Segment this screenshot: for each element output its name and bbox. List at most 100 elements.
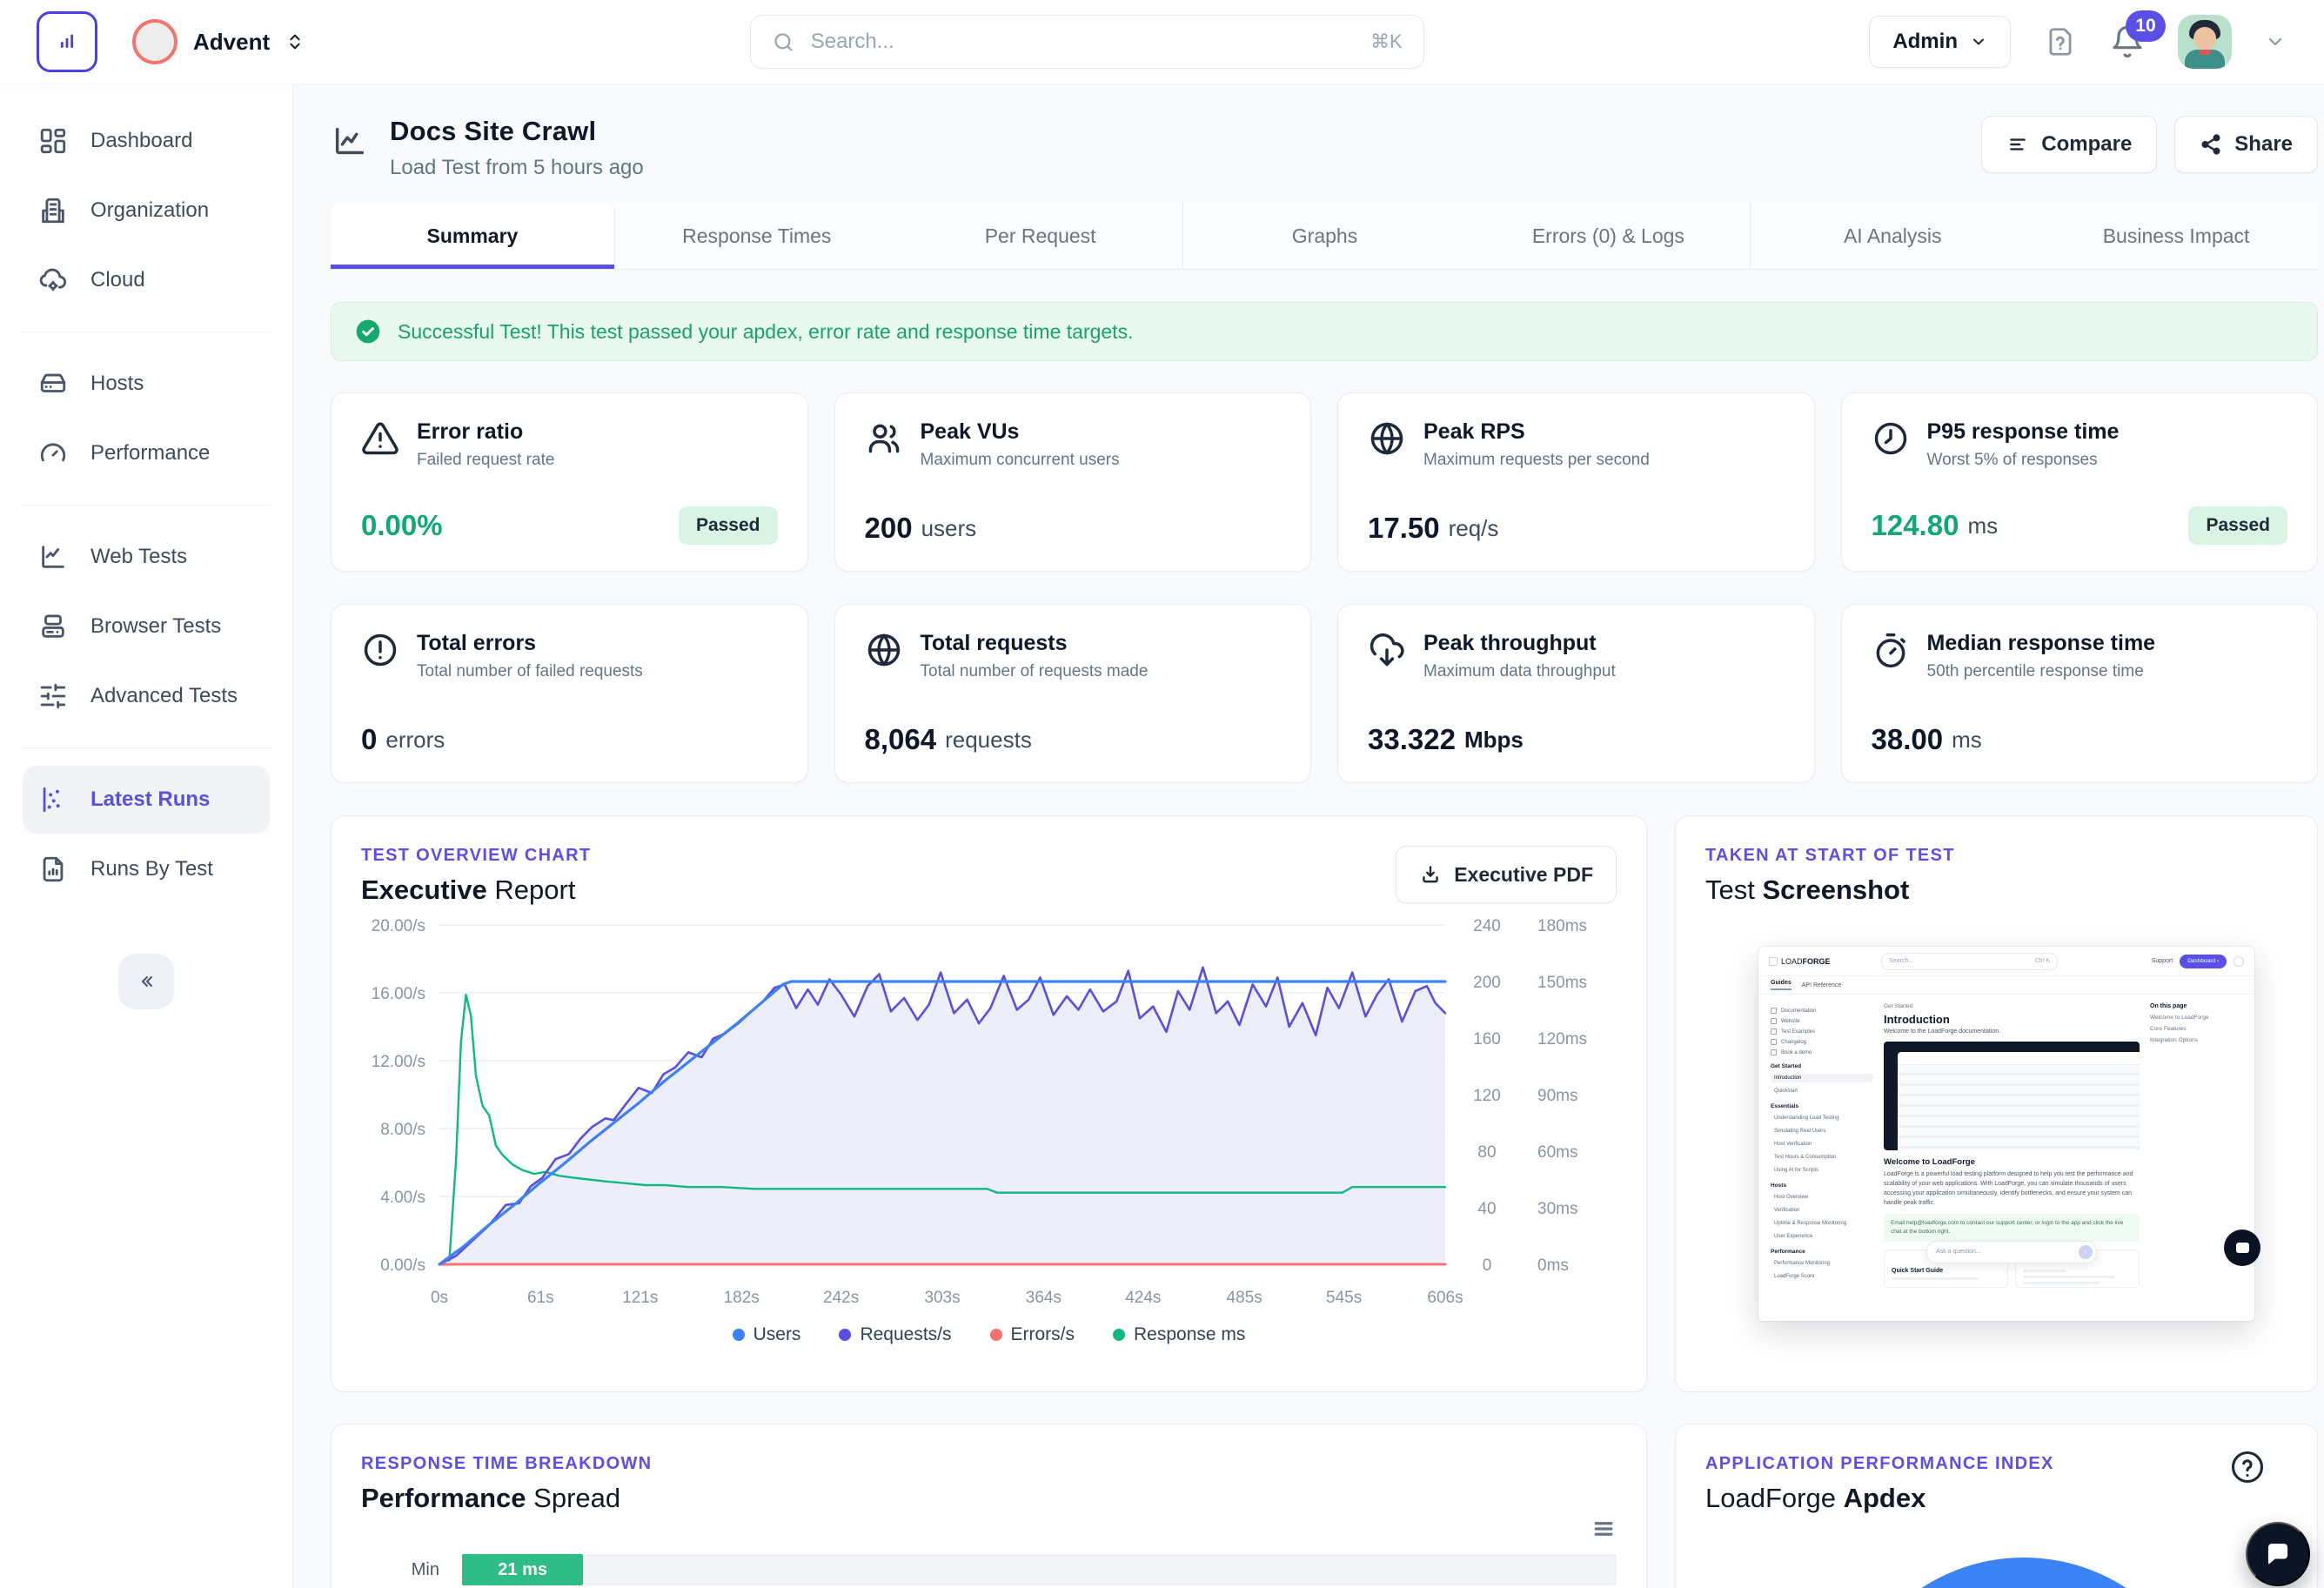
svg-text:150ms: 150ms [1537, 974, 1587, 992]
legend-dot [990, 1329, 1002, 1341]
app-logo[interactable] [37, 11, 97, 72]
svg-text:30ms: 30ms [1537, 1200, 1577, 1218]
share-label: Share [2234, 132, 2293, 157]
thumb-ask-pill: Ask a question...↑ [1926, 1241, 2097, 1263]
sidebar-item-organization[interactable]: Organization [23, 177, 270, 245]
metric-title: Total requests [921, 631, 1149, 656]
sidebar-item-label: Organization [90, 198, 209, 223]
metric-subtitle: Failed request rate [417, 451, 554, 470]
metric-subtitle: Total number of failed requests [417, 662, 643, 681]
org-switcher[interactable]: Advent [132, 19, 305, 64]
sidebar-collapse-button[interactable] [118, 954, 174, 1009]
chevron-down-icon [1970, 33, 1987, 50]
status-badge: Passed [679, 506, 778, 545]
sidebar-item-label: Advanced Tests [90, 684, 238, 708]
hamburger-icon [1591, 1516, 1617, 1542]
metric-unit: Mbps [1464, 727, 1524, 754]
chat-widget-button[interactable] [2246, 1522, 2310, 1586]
sidebar-item-web-tests[interactable]: Web Tests [23, 523, 270, 591]
user-menu-chevron-icon[interactable] [2265, 31, 2286, 52]
success-banner: Successful Test! This test passed your a… [331, 302, 2318, 361]
help-doc-button[interactable] [2044, 25, 2077, 58]
globe-icon [1368, 419, 1406, 458]
svg-text:0: 0 [1483, 1256, 1492, 1275]
sidebar-item-dashboard[interactable]: Dashboard [23, 107, 270, 175]
file-chart-icon [38, 854, 68, 884]
svg-text:182s: 182s [724, 1289, 760, 1307]
metric-value: 17.50 [1368, 512, 1440, 545]
thumb-dashboard-pill: Dashboard › [2180, 955, 2227, 968]
svg-text:12.00/s: 12.00/s [372, 1053, 425, 1071]
sidebar-item-cloud[interactable]: Cloud [23, 246, 270, 314]
search-icon [772, 30, 795, 54]
user-avatar[interactable] [2178, 15, 2232, 69]
executive-pdf-button[interactable]: Executive PDF [1396, 846, 1617, 903]
alert-circle-icon [361, 631, 399, 669]
admin-menu-button[interactable]: Admin [1869, 16, 2011, 68]
svg-text:240: 240 [1473, 917, 1501, 935]
metric-subtitle: Maximum requests per second [1423, 451, 1650, 470]
page-subtitle: Load Test from 5 hours ago [390, 156, 644, 180]
browser-windows-icon [38, 612, 68, 641]
metric-unit: ms [1952, 727, 1982, 754]
tab-ai-analysis[interactable]: AI Analysis [1751, 203, 2034, 269]
tab-graphs[interactable]: Graphs [1183, 203, 1467, 269]
warning-triangle-icon [361, 419, 399, 458]
svg-text:80: 80 [1477, 1143, 1496, 1162]
metric-card-median-response: Median response time50th percentile resp… [1841, 604, 2319, 783]
metric-title: Median response time [1927, 631, 2156, 656]
apdex-card: APPLICATION PERFORMANCE INDEX LoadForge … [1675, 1424, 2318, 1588]
chart-legend: UsersRequests/sErrors/sResponse ms [361, 1324, 1617, 1345]
download-icon [1419, 863, 1442, 886]
notifications-button[interactable]: 10 [2110, 24, 2145, 59]
svg-text:120ms: 120ms [1537, 1030, 1587, 1049]
svg-text:242s: 242s [823, 1289, 859, 1307]
spread-bars: Min21 ms [361, 1554, 1617, 1588]
compare-button[interactable]: Compare [1981, 116, 2157, 173]
sidebar-item-advanced-tests[interactable]: Advanced Tests [23, 662, 270, 730]
screenshot-expand-badge[interactable] [2224, 1230, 2260, 1266]
sidebar-item-hosts[interactable]: Hosts [23, 350, 270, 418]
thumb-topbar: LOADFORGE Search...Ctrl K Support Dashbo… [1758, 947, 2254, 976]
status-badge: Passed [2188, 506, 2287, 545]
metric-title: Peak RPS [1423, 419, 1650, 445]
svg-text:0ms: 0ms [1537, 1256, 1569, 1275]
sidebar-item-runs-by-test[interactable]: Runs By Test [23, 835, 270, 903]
tab-response-times[interactable]: Response Times [615, 203, 899, 269]
sidebar-item-browser-tests[interactable]: Browser Tests [23, 593, 270, 660]
sidebar-item-label: Performance [90, 441, 210, 466]
sidebar-item-performance[interactable]: Performance [23, 419, 270, 487]
gauge-icon [38, 439, 68, 468]
success-banner-text: Successful Test! This test passed your a… [398, 320, 1133, 344]
page-title: Docs Site Crawl [390, 116, 644, 147]
metric-value: 0.00% [361, 509, 443, 542]
metric-cards-row-2: Total errorsTotal number of failed reque… [331, 604, 2318, 783]
chart-menu-button[interactable] [1591, 1516, 1617, 1542]
metric-unit: requests [945, 727, 1032, 754]
bar-chart-logo-icon [52, 27, 82, 57]
tab-errors-logs[interactable]: Errors (0) & Logs [1466, 203, 1751, 269]
thumb-main: Get Started Introduction Welcome to the … [1884, 1003, 2140, 1288]
svg-text:424s: 424s [1125, 1289, 1161, 1307]
tab-per-request[interactable]: Per Request [899, 203, 1183, 269]
metric-value: 0 [361, 723, 377, 756]
sidebar-item-latest-runs[interactable]: Latest Runs [23, 766, 270, 834]
breakdown-title: Performance Spread [361, 1483, 1617, 1514]
search-input[interactable] [809, 29, 1356, 55]
chevrons-left-icon [136, 971, 157, 992]
metric-subtitle: Worst 5% of responses [1927, 451, 2120, 470]
tab-summary[interactable]: Summary [331, 203, 615, 269]
svg-text:160: 160 [1473, 1030, 1501, 1049]
legend-item: Users [733, 1324, 801, 1345]
tab-business-impact[interactable]: Business Impact [2034, 203, 2318, 269]
metric-card-p95: P95 response timeWorst 5% of responses 1… [1841, 392, 2319, 572]
apdex-donut-chart [1676, 1424, 2318, 1588]
test-screenshot-thumbnail[interactable]: LOADFORGE Search...Ctrl K Support Dashbo… [1758, 947, 2254, 1321]
sidebar-item-label: Dashboard [90, 129, 192, 153]
org-name: Advent [193, 29, 270, 56]
share-button[interactable]: Share [2174, 116, 2318, 173]
metric-unit: users [921, 515, 977, 542]
metric-value: 38.00 [1872, 723, 1944, 756]
svg-text:180ms: 180ms [1537, 917, 1587, 935]
main-content: Docs Site Crawl Load Test from 5 hours a… [293, 84, 2324, 1588]
